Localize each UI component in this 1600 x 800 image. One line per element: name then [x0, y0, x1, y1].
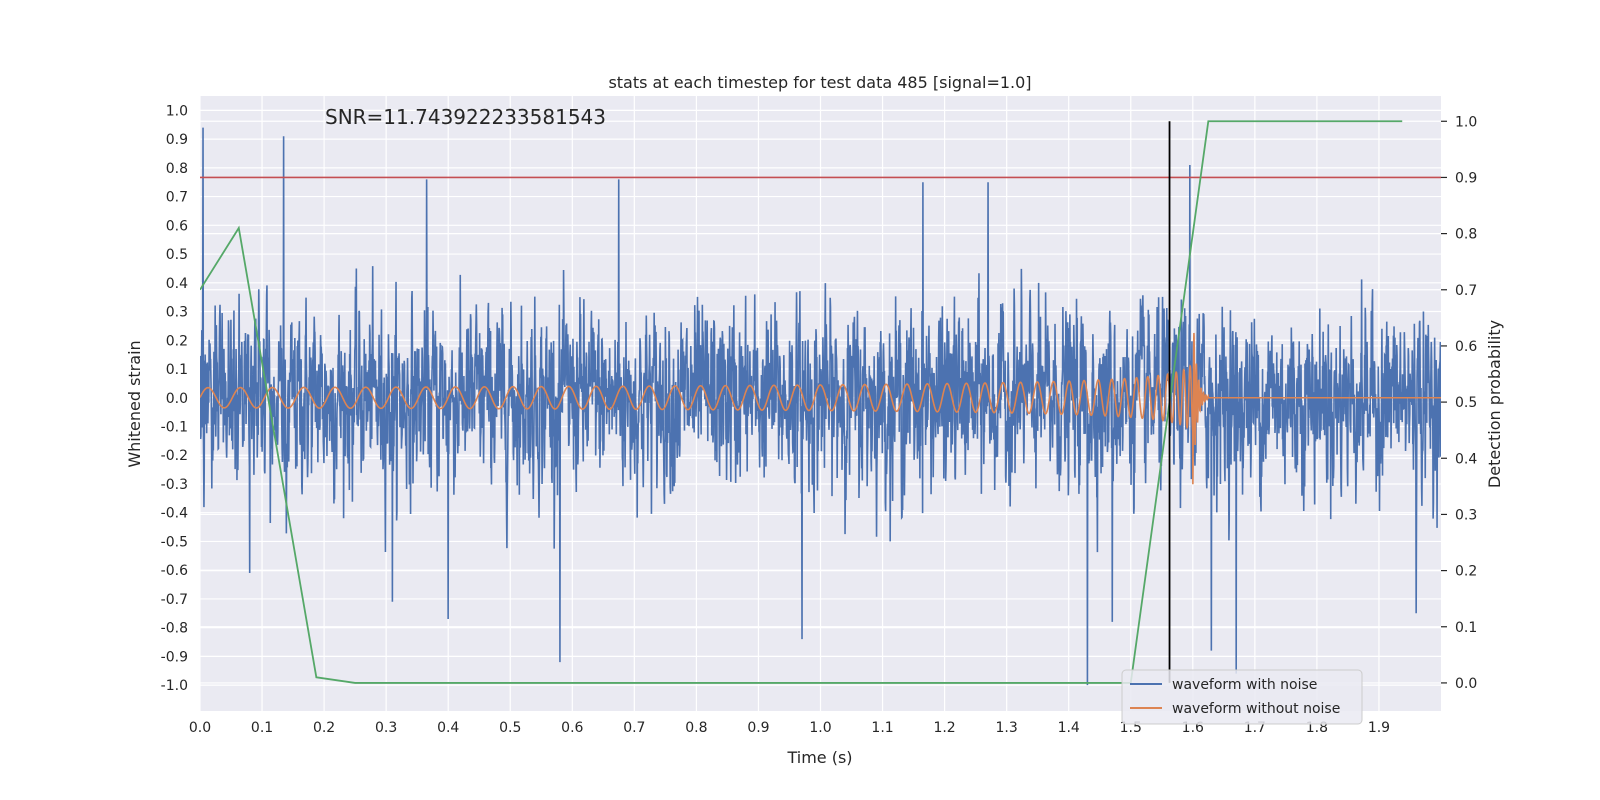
y-tick-label-left: -0.5 [161, 534, 188, 550]
x-tick-label: 0.7 [623, 720, 645, 736]
y-tick-label-left: -0.9 [161, 649, 188, 665]
y-tick-label-left: -0.8 [161, 621, 188, 637]
y-tick-label-left: 0.0 [166, 391, 188, 407]
y-tick-label-right: 0.3 [1455, 507, 1477, 523]
y-tick-label-left: -0.2 [161, 448, 188, 464]
y-tick-label-right: 0.2 [1455, 564, 1477, 580]
series-waveform-with-noise [200, 127, 1441, 686]
y-tick-label-right: 1.0 [1455, 114, 1477, 130]
y-tick-label-right: 0.0 [1455, 676, 1477, 692]
x-tick-label: 1.2 [933, 720, 955, 736]
y-tick-label-right: 0.4 [1455, 451, 1477, 467]
legend-box [1121, 669, 1363, 725]
x-tick-label: 0.5 [499, 720, 521, 736]
y-tick-label-right: 0.5 [1455, 395, 1477, 411]
x-tick-label: 0.8 [685, 720, 707, 736]
y-tick-label-left: 1.0 [166, 103, 188, 119]
legend-label-clean: waveform without noise [1172, 701, 1340, 717]
series-layer [200, 120, 1441, 686]
series-waveform-without-noise [200, 332, 1441, 485]
y-tick-label-right: 0.1 [1455, 620, 1477, 636]
snr-annotation: SNR=11.743922233581543 [325, 105, 606, 129]
y-axis-label-left: Whitened strain [125, 340, 144, 467]
x-tick-label: 0.1 [251, 720, 273, 736]
y-tick-label-left: 0.9 [166, 132, 188, 148]
y-tick-label-left: -0.7 [161, 592, 188, 608]
x-tick-label: 0.6 [561, 720, 583, 736]
legend-label-noise: waveform with noise [1172, 677, 1317, 693]
x-tick-label: 1.3 [996, 720, 1018, 736]
y-axis-label-right: Detection probability [1485, 320, 1504, 488]
y-tick-label-left: 0.3 [166, 305, 188, 321]
y-tick-label-left: -0.6 [161, 563, 188, 579]
y-tick-label-left: -0.4 [161, 506, 188, 522]
y-tick-label-right: 0.8 [1455, 227, 1477, 243]
y-tick-label-left: 0.8 [166, 161, 188, 177]
x-tick-label: 0.3 [375, 720, 397, 736]
legend: waveform with noise waveform without noi… [1121, 669, 1363, 725]
series-detection-probability [200, 120, 1403, 684]
y-tick-label-left: -0.1 [161, 419, 188, 435]
x-axis-label: Time (s) [786, 748, 852, 767]
x-tick-label: 0.0 [189, 720, 211, 736]
y-tick-label-left: 0.7 [166, 190, 188, 206]
y-tick-label-left: 0.5 [166, 247, 188, 263]
chart-title: stats at each timestep for test data 485… [608, 73, 1031, 92]
y-tick-label-left: 0.4 [166, 276, 188, 292]
y-tick-label-left: -1.0 [161, 678, 188, 694]
y-tick-label-left: -0.3 [161, 477, 188, 493]
y-tick-label-right: 0.9 [1455, 170, 1477, 186]
y-tick-label-right: 0.6 [1455, 339, 1477, 355]
x-tick-label: 0.9 [747, 720, 769, 736]
x-tick-label: 1.1 [871, 720, 893, 736]
y-tick-label-left: 0.1 [166, 362, 188, 378]
y-tick-label-left: 0.6 [166, 218, 188, 234]
x-tick-label: 0.4 [437, 720, 459, 736]
x-tick-label: 1.9 [1368, 720, 1390, 736]
x-tick-label: 1.4 [1058, 720, 1080, 736]
x-tick-label: 0.2 [313, 720, 335, 736]
y-tick-label-right: 0.7 [1455, 283, 1477, 299]
x-tick-label: 1.0 [809, 720, 831, 736]
ticks: 0.0 0.1 0.2 0.3 0.4 0.5 0.6 0.7 0.8 0.9 1.0 1.1 1.2 1… [161, 103, 1478, 736]
y-tick-label-left: 0.2 [166, 333, 188, 349]
